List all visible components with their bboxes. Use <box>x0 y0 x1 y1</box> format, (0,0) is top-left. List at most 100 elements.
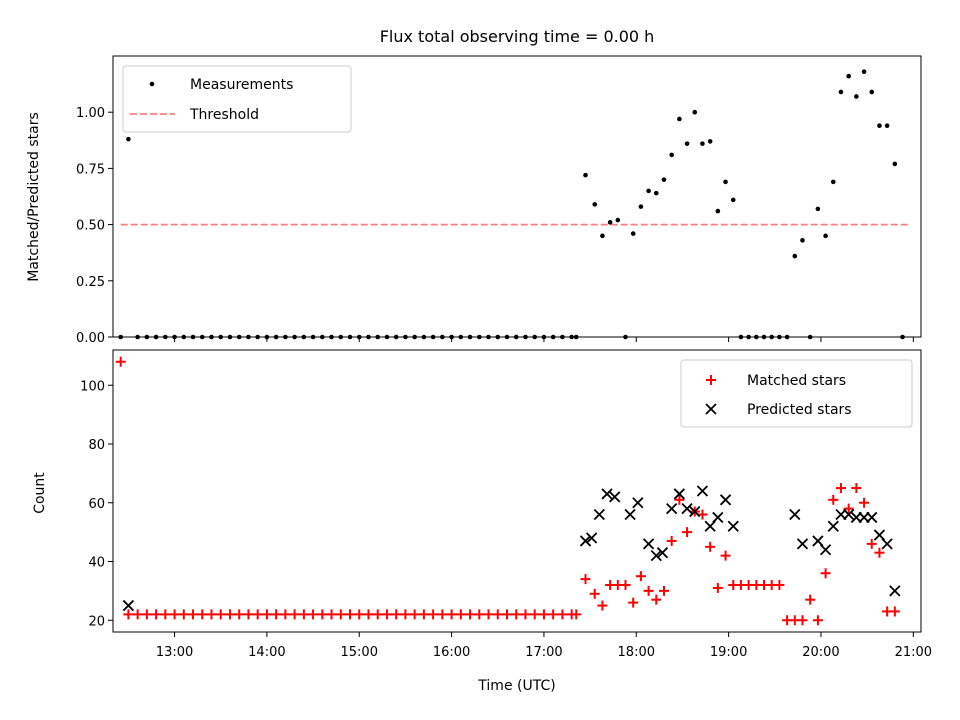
matched-star-point <box>317 609 328 620</box>
matched-star-point <box>446 609 457 620</box>
matched-star-point <box>132 609 143 620</box>
measurement-point <box>384 334 390 340</box>
measurement-point <box>892 161 898 167</box>
predicted-star-point <box>719 494 732 506</box>
predicted-star-point <box>843 508 855 521</box>
bottom-axes-frame <box>112 349 922 633</box>
matched-star-point <box>224 609 235 620</box>
top-y-axis: 0.00 0.25 0.50 0.75 1.00 <box>76 106 113 346</box>
legend-measurements-label: Measurements <box>190 77 293 93</box>
matched-star-point <box>363 609 374 620</box>
bottom-y-tick-label: 60 <box>88 497 105 512</box>
predicted-star-point <box>586 532 598 544</box>
matched-star-point <box>538 609 549 620</box>
measurement-point <box>560 334 565 340</box>
predicted-star-point <box>624 508 636 521</box>
predicted-star-point <box>656 547 669 559</box>
measurement-point <box>746 334 751 340</box>
matched-star-point <box>597 600 608 611</box>
measurement-point <box>190 334 196 340</box>
matched-star-point <box>308 609 319 620</box>
measurement-point <box>476 334 482 340</box>
measurement-point <box>900 334 905 340</box>
predicted-star-point <box>650 549 662 562</box>
measurement-point <box>607 220 613 225</box>
measurement-point <box>815 206 821 212</box>
matched-star-point <box>160 609 171 620</box>
matched-star-point <box>261 609 272 620</box>
matched-star-point <box>252 609 263 620</box>
predicted-star-point <box>881 538 893 550</box>
measurement-point <box>246 334 251 340</box>
measurement-point <box>623 334 628 340</box>
matched-star-point <box>889 606 900 617</box>
measurement-point <box>800 238 805 243</box>
predicted-star-point <box>666 502 678 515</box>
measurement-point <box>884 123 890 128</box>
legend-predicted-marker <box>705 403 717 415</box>
measurement-point <box>669 152 674 158</box>
predicted-star-point <box>122 599 135 612</box>
measurement-point <box>273 334 279 340</box>
predicted-star-point <box>696 485 709 497</box>
matched-star-point <box>571 609 582 620</box>
x-axis-label: Time (UTC) <box>477 678 555 694</box>
matched-star-point <box>529 609 540 620</box>
matched-star-point <box>866 538 877 549</box>
measurement-point <box>738 334 744 340</box>
measurement-point <box>329 334 334 340</box>
measurement-point <box>135 334 140 340</box>
bottom-y-axis-label: Count <box>32 472 48 514</box>
matched-star-point <box>197 609 208 620</box>
bottom-x-axis: 13:00 14:00 15:00 16:00 17:00 18:00 19:00 20:00… <box>156 632 932 660</box>
legend-predicted-label: Predicted stars <box>747 402 852 418</box>
predicted-star-point <box>689 505 701 518</box>
measurement-point <box>126 136 131 142</box>
bottom-y-tick-label: 20 <box>88 614 105 629</box>
measurement-point <box>569 334 574 340</box>
legend-threshold-label: Threshold <box>189 107 259 123</box>
top-legend: Measurements Threshold <box>122 65 352 133</box>
matched-star-point <box>774 580 785 590</box>
predicted-star-point <box>727 520 739 532</box>
predicted-star-point <box>609 491 621 503</box>
measurement-point <box>301 334 307 340</box>
measurement-point <box>532 334 537 340</box>
matched-star-point <box>666 535 677 546</box>
matched-star-point <box>280 609 291 620</box>
matched-star-point <box>697 509 708 520</box>
matched-star-point <box>682 527 693 538</box>
matched-star-point <box>820 568 831 579</box>
bottom-legend-frame <box>680 359 913 428</box>
measurement-point <box>646 188 651 194</box>
matched-star-point <box>437 609 448 620</box>
bottom-legend: Matched stars Predicted stars <box>680 359 913 428</box>
matched-star-point <box>335 609 346 620</box>
legend-matched-marker <box>706 375 716 385</box>
matched-star-point <box>483 609 494 620</box>
measurement-point <box>440 334 445 340</box>
predicted-star-point <box>796 538 809 550</box>
top-y-tick-label: 0.50 <box>76 219 105 234</box>
measurement-point <box>255 334 260 340</box>
bottom-x-tick-label: 19:00 <box>710 645 747 660</box>
matched-star-point <box>620 580 631 590</box>
matched-star-point <box>409 609 420 620</box>
measurement-point <box>730 197 736 203</box>
measurement-point <box>264 334 270 340</box>
matched-star-point <box>828 494 839 505</box>
matched-star-point <box>643 585 654 596</box>
matched-star-point <box>851 483 862 494</box>
matched-star-point <box>372 609 383 620</box>
matched-star-point <box>589 588 600 599</box>
measurement-point <box>615 217 621 223</box>
legend-matched-label: Matched stars <box>747 373 846 389</box>
matched-star-point <box>289 609 300 620</box>
predicted-star-point <box>681 502 693 515</box>
measurement-point <box>283 334 288 340</box>
measurement-point <box>541 334 547 340</box>
measurement-point <box>630 231 636 236</box>
matched-star-point <box>400 609 411 620</box>
measurement-point <box>181 334 187 340</box>
